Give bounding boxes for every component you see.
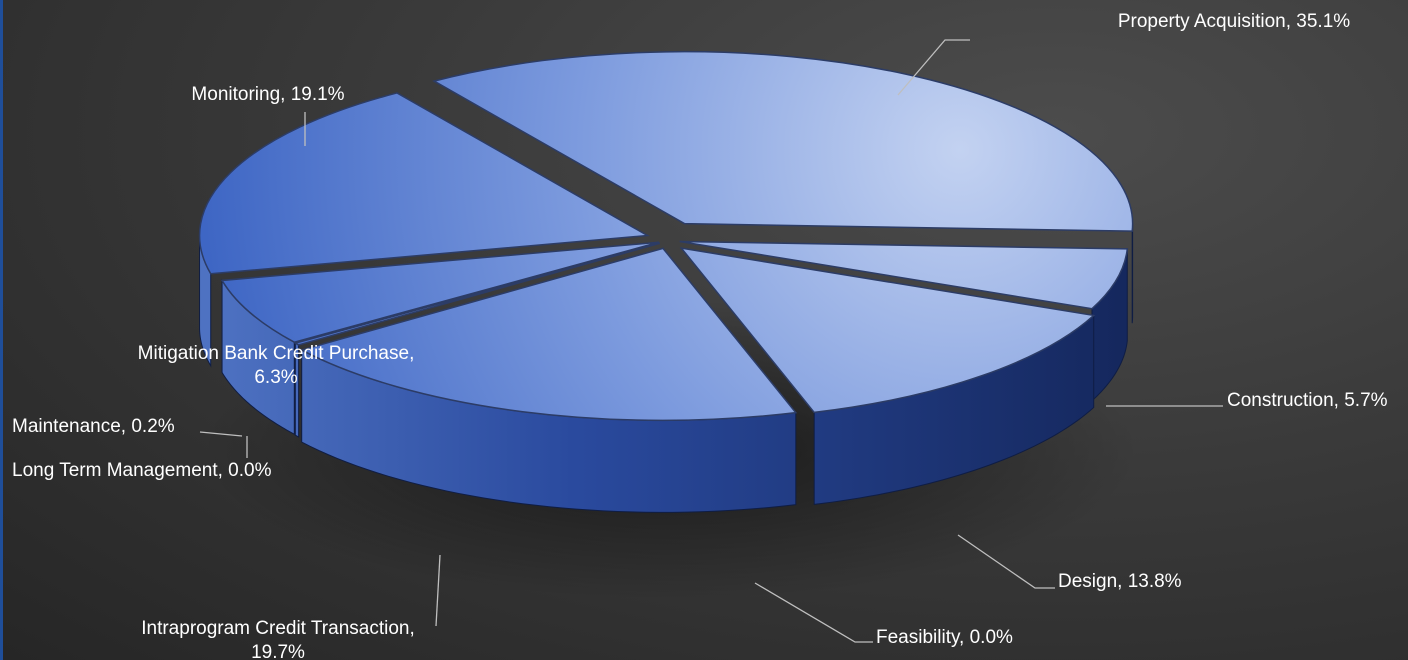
slice-maintenance (293, 242, 661, 346)
pie-slices (198, 50, 1134, 513)
label-design-leader (957, 534, 1055, 589)
label-intraprogram-credit-transaction: Intraprogram Credit Transaction, 19.7% (141, 618, 415, 660)
label-mitigation-bank-credit-purchase-name: Mitigation Bank Credit Purchase, (138, 343, 415, 364)
label-mitigation-bank-credit-purchase-value: 6.3% (254, 367, 297, 388)
label-long-term-management: Long Term Management, 0.0% (12, 460, 272, 481)
pie-labels: Property Acquisition, 35.1% Construction,… (12, 11, 1388, 660)
label-monitoring: Monitoring, 19.1% (191, 84, 344, 105)
left-accent-stripe (0, 0, 3, 660)
slice-property-acquisition (432, 50, 1134, 232)
slice-intraprogram-credit-transaction (299, 247, 798, 422)
label-feasibility: Feasibility, 0.0% (876, 627, 1013, 648)
label-feasibility-leader (754, 582, 873, 643)
label-property-acquisition: Property Acquisition, 35.1% (1118, 11, 1350, 32)
label-mitigation-bank-credit-purchase: Mitigation Bank Credit Purchase, 6.3% (138, 343, 415, 388)
slice-mitigation-bank-credit-purchase (220, 241, 660, 344)
label-design: Design, 13.8% (1058, 571, 1182, 592)
label-property-acquisition-leader (897, 39, 970, 96)
label-intraprogram-credit-transaction-name: Intraprogram Credit Transaction, (141, 618, 415, 639)
slice-monitoring (198, 92, 651, 275)
label-intraprogram-credit-transaction-value: 19.7% (251, 642, 305, 660)
label-intraprogram-credit-transaction-leader (435, 554, 441, 627)
slice-construction (679, 240, 1129, 310)
label-construction: Construction, 5.7% (1227, 390, 1388, 411)
slice-design (679, 247, 1096, 414)
label-maintenance-leader (199, 431, 243, 437)
label-maintenance: Maintenance, 0.2% (12, 416, 175, 437)
